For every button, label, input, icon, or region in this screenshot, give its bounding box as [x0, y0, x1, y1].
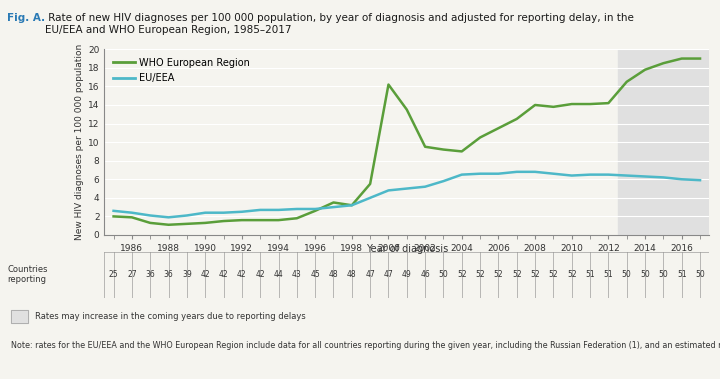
Text: 46: 46	[420, 270, 430, 279]
Text: 51: 51	[585, 270, 595, 279]
Text: 36: 36	[145, 270, 155, 279]
Text: 50: 50	[659, 270, 668, 279]
Text: 39: 39	[182, 270, 192, 279]
Text: 36: 36	[163, 270, 174, 279]
Text: 52: 52	[475, 270, 485, 279]
Text: Rate of new HIV diagnoses per 100 000 population, by year of diagnosis and adjus: Rate of new HIV diagnoses per 100 000 po…	[45, 13, 634, 35]
Text: Year of diagnosis: Year of diagnosis	[366, 244, 448, 254]
Text: 44: 44	[274, 270, 284, 279]
Bar	[11, 310, 28, 323]
Text: Rates may increase in the coming years due to reporting delays: Rates may increase in the coming years d…	[35, 312, 306, 321]
Text: 42: 42	[256, 270, 265, 279]
Text: 47: 47	[365, 270, 375, 279]
Text: 52: 52	[567, 270, 577, 279]
Text: 50: 50	[438, 270, 449, 279]
Text: 43: 43	[292, 270, 302, 279]
Bar	[618, 49, 709, 235]
Text: 42: 42	[237, 270, 247, 279]
Text: 51: 51	[677, 270, 687, 279]
Text: Fig. A.: Fig. A.	[7, 13, 45, 23]
Text: 47: 47	[384, 270, 393, 279]
Text: 42: 42	[200, 270, 210, 279]
Text: 42: 42	[219, 270, 228, 279]
Text: 50: 50	[622, 270, 631, 279]
Text: 52: 52	[457, 270, 467, 279]
Text: 52: 52	[512, 270, 521, 279]
Text: 49: 49	[402, 270, 412, 279]
Text: 50: 50	[640, 270, 650, 279]
Text: 52: 52	[494, 270, 503, 279]
Text: 45: 45	[310, 270, 320, 279]
Legend: WHO European Region, EU/EEA: WHO European Region, EU/EEA	[109, 54, 254, 87]
Y-axis label: New HIV diagnoses per 100 000 population: New HIV diagnoses per 100 000 population	[75, 44, 84, 240]
Text: Countries
reporting: Countries reporting	[7, 265, 48, 285]
Bar	[11, 310, 28, 323]
Text: 25: 25	[109, 270, 118, 279]
Text: 48: 48	[347, 270, 356, 279]
Text: 52: 52	[549, 270, 558, 279]
Text: Note: rates for the EU/EEA and the WHO European Region include data for all coun: Note: rates for the EU/EEA and the WHO E…	[11, 341, 720, 350]
Text: 48: 48	[328, 270, 338, 279]
Text: 51: 51	[603, 270, 613, 279]
Text: 50: 50	[696, 270, 705, 279]
Text: 52: 52	[530, 270, 540, 279]
Text: 27: 27	[127, 270, 137, 279]
